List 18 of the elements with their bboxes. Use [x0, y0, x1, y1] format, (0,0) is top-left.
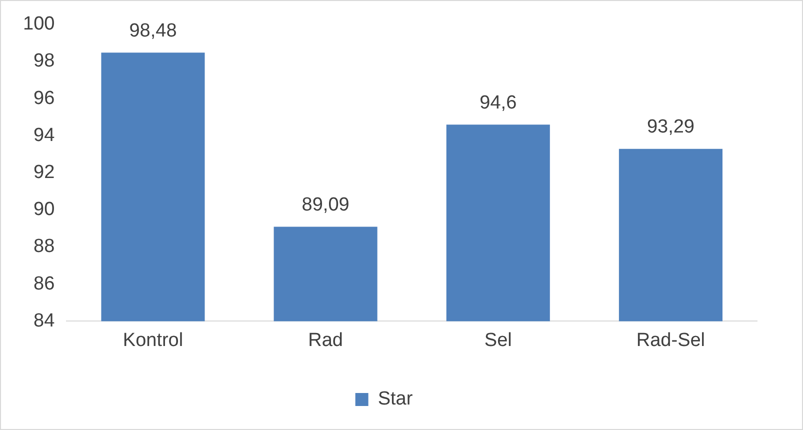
y-tick-label: 84 [34, 310, 56, 332]
data-label: 93,29 [646, 116, 694, 138]
y-tick-label: 96 [34, 88, 55, 109]
y-tick-label: 100 [23, 14, 55, 35]
data-label: 94,6 [480, 92, 517, 114]
data-label: 98,48 [129, 20, 177, 42]
x-tick-label: Sel [484, 330, 512, 351]
y-tick-label: 94 [34, 124, 56, 146]
y-tick-label: 92 [34, 162, 55, 184]
y-tick-label: 90 [34, 199, 55, 220]
y-tick-label: 88 [34, 236, 55, 258]
y-tick-label: 86 [34, 273, 55, 294]
x-tick-label: Rad [308, 330, 343, 351]
x-tick-label: Kontrol [122, 330, 184, 351]
legend-label: Star [378, 388, 414, 410]
data-label: 89,09 [302, 194, 350, 216]
x-tick-label: Rad-Sel [636, 330, 706, 351]
y-tick-label: 98 [34, 50, 55, 72]
